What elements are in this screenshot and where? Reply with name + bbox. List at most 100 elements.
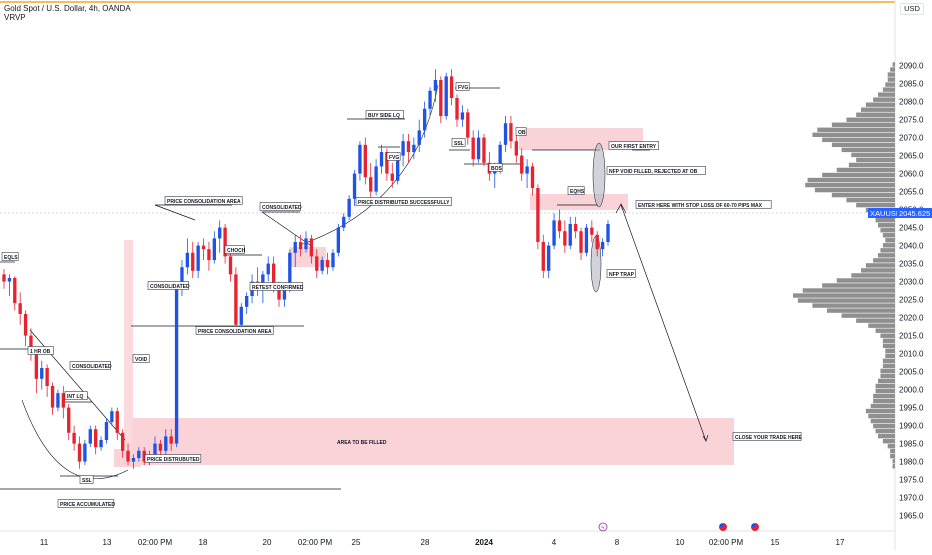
candle (579, 227, 583, 260)
volume-bar (851, 273, 895, 278)
y-tick-label: 1975.0 (899, 476, 924, 485)
candle-body (374, 166, 378, 192)
volume-bar (827, 308, 895, 313)
volume-bar (880, 228, 895, 233)
candle-body (126, 450, 130, 462)
volume-bar (870, 403, 895, 409)
candle-body (525, 166, 529, 174)
y-tick-label: 2040.0 (899, 242, 924, 251)
volume-bar (882, 438, 895, 444)
candle-body (61, 393, 65, 408)
y-tick-label: 1970.0 (899, 494, 924, 503)
candle (180, 260, 184, 296)
candle-body (401, 141, 405, 156)
volume-bar (851, 152, 895, 158)
annotation-consolidated-3: CONSOLIDATED (259, 202, 302, 211)
candle-body (563, 231, 567, 246)
candle-body (83, 443, 87, 462)
candle-body (460, 112, 465, 120)
volume-bar (885, 353, 895, 359)
candle-body (369, 177, 373, 192)
volume-bar (878, 223, 895, 228)
candle-body (309, 238, 314, 257)
forecast-line (620, 204, 707, 442)
volume-bar (797, 298, 895, 303)
svg-text:CLOSE YOUR TRADE HERE: CLOSE YOUR TRADE HERE (735, 435, 803, 441)
candle-body (363, 144, 367, 178)
x-tick-label: 18 (199, 538, 208, 547)
candle (325, 252, 330, 275)
candle (363, 137, 367, 185)
candle (563, 220, 567, 253)
volume-bar (882, 358, 895, 364)
x-tick-label: 17 (836, 538, 845, 547)
candle (298, 234, 303, 257)
candle (207, 242, 211, 271)
candle (234, 267, 238, 332)
volume-bar (887, 77, 895, 82)
volume-bar (793, 293, 895, 298)
annotation-enter-here: ENTER HERE WITH STOP LOSS OF 60-70 PIPS … (635, 200, 772, 209)
x-tick-label: 11 (40, 538, 49, 547)
candle-body (584, 227, 589, 253)
candle (433, 69, 438, 102)
y-tick-label: 2060.0 (899, 170, 924, 179)
svg-text:NFP TRAP: NFP TRAP (609, 272, 635, 278)
x-tick-label: 25 (352, 538, 361, 547)
volume-bar (878, 433, 895, 439)
volume-bar (873, 423, 895, 429)
candle-body (7, 278, 12, 282)
candle (600, 238, 605, 257)
candle (509, 116, 513, 149)
candle (94, 425, 98, 455)
candle-body (261, 274, 265, 289)
candle (536, 184, 540, 250)
volume-bar (856, 112, 895, 117)
candle-body (590, 227, 594, 235)
volume-bar (868, 323, 895, 328)
volume-bar (892, 464, 895, 469)
y-tick-label: 2080.0 (899, 98, 924, 107)
candle-body (433, 80, 438, 91)
candle (331, 249, 335, 271)
candle-body (245, 296, 249, 307)
candle-body (288, 252, 292, 289)
candle-body (547, 245, 551, 271)
candle (266, 256, 270, 282)
svg-text:CHOCH: CHOCH (227, 248, 246, 254)
candle (40, 360, 44, 390)
candle-body (67, 407, 71, 433)
candle (444, 72, 448, 120)
volume-bar (822, 137, 895, 143)
candle (342, 213, 346, 232)
candle (23, 310, 28, 347)
candle (455, 94, 459, 127)
volume-bar (822, 172, 895, 178)
candle (164, 429, 168, 455)
level-pca1-trend (154, 204, 196, 221)
svg-text:RETEST CONFIRMED: RETEST CONFIRMED (252, 285, 304, 291)
candle-body (239, 306, 243, 325)
volume-bar (880, 368, 895, 374)
candle-body (606, 224, 610, 242)
volume-bar (882, 343, 895, 348)
candle-body (18, 303, 22, 314)
candle (115, 407, 119, 440)
svg-text:OUR FIRST ENTRY: OUR FIRST ENTRY (611, 144, 657, 150)
currency-button[interactable]: USD (900, 3, 924, 15)
x-tick-label: 28 (421, 538, 430, 547)
candle-body (352, 173, 357, 199)
zone-void (124, 240, 133, 460)
y-tick-label: 2035.0 (899, 260, 924, 269)
y-tick-label: 2075.0 (899, 116, 924, 125)
volume-bar (875, 217, 895, 223)
candle-body (56, 393, 60, 408)
volume-bar (892, 459, 895, 464)
volume-bar (836, 278, 895, 283)
candle (34, 350, 39, 394)
volume-bar (856, 157, 895, 163)
candle (557, 209, 562, 239)
x-tick-label: 10 (676, 538, 685, 547)
